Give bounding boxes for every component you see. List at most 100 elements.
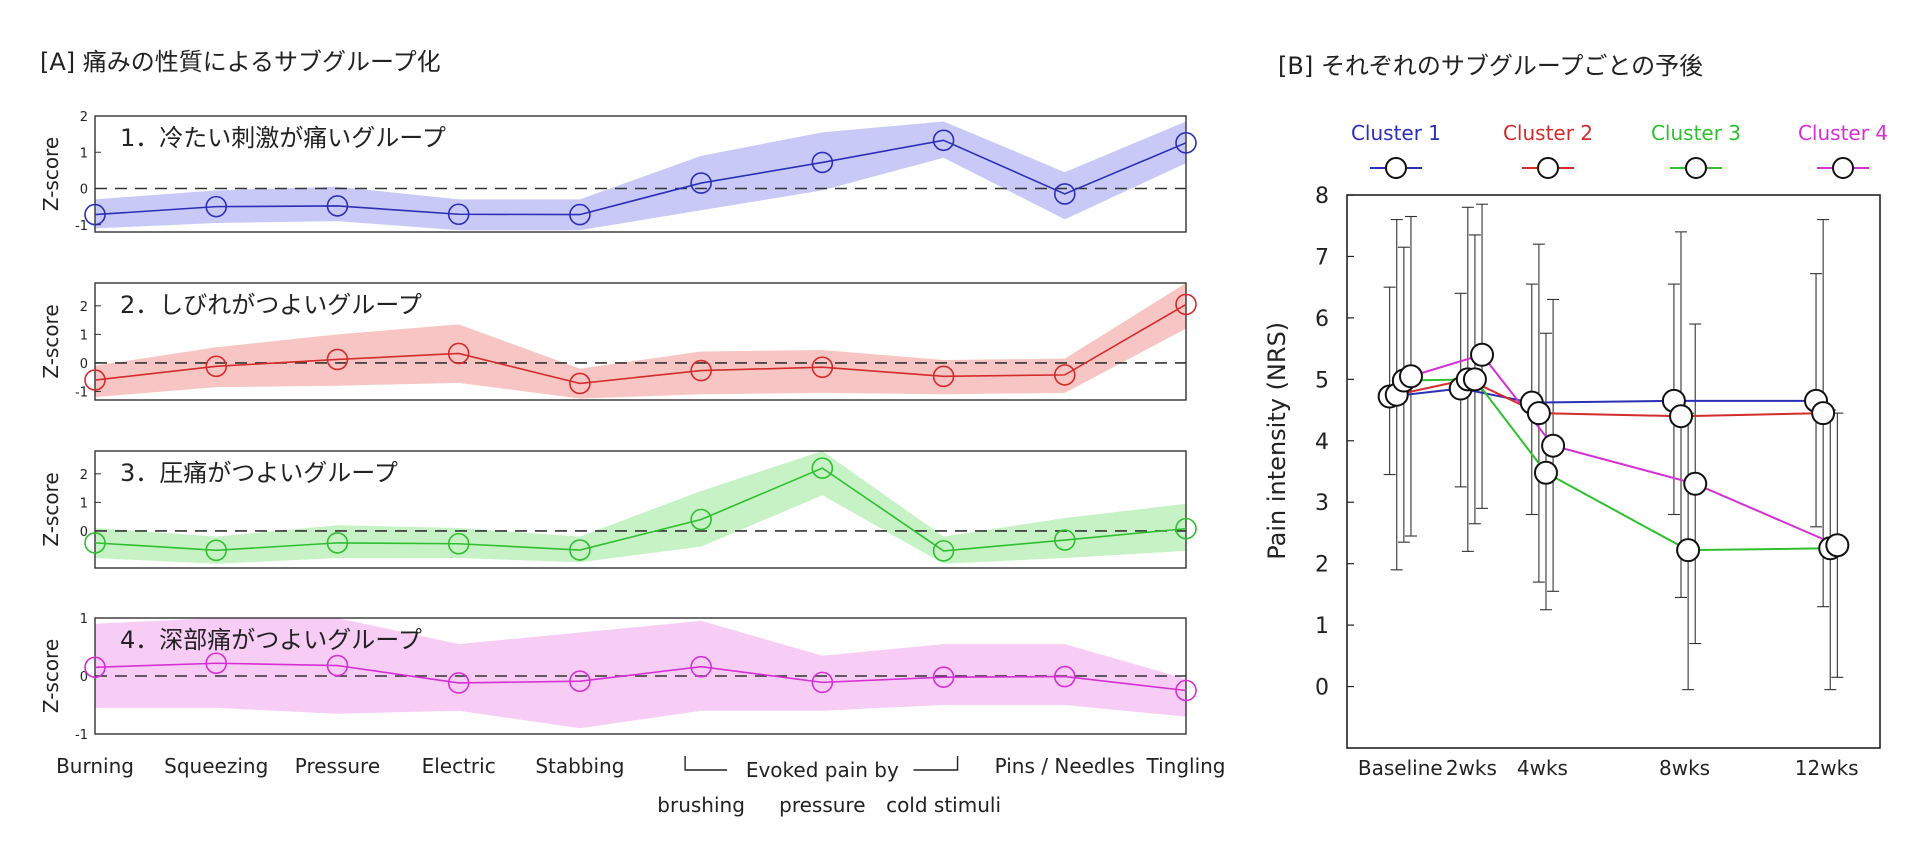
y-tick-label: 2: [80, 468, 88, 483]
x-tick-label: Tingling: [1145, 754, 1225, 778]
data-point: [1541, 433, 1566, 458]
subplot-1: 2 1 0 -1 Z-score 1．冷たい刺激が痛いグループ: [39, 110, 1197, 234]
y-tick-label: 1: [80, 612, 88, 627]
panel-b-title: [B] それぞれのサブグループごとの予後: [1278, 52, 1703, 80]
data-point: [569, 670, 591, 693]
y-axis-label: Z-score: [39, 304, 63, 378]
data-point: [1811, 401, 1836, 426]
data-point: [1669, 404, 1694, 429]
y-tick-label: 7: [1315, 245, 1329, 270]
category-group-label: Evoked pain by: [746, 758, 899, 782]
subplot-frame: [94, 282, 1187, 401]
x-tick-label: 8wks: [1659, 756, 1710, 780]
plot-frame: [1346, 194, 1881, 749]
y-tick-label: 1: [80, 328, 88, 343]
subplot-4: 1 0 -1 Z-score 4．深部痛がつよいグループ: [39, 612, 1197, 743]
y-tick-label: 0: [80, 525, 88, 540]
confidence-band: [95, 451, 1186, 564]
x-tick-label: Pins / Needles: [995, 754, 1135, 778]
legend-label: Cluster 1: [1351, 121, 1441, 145]
legend-item-1: Cluster 1: [1351, 121, 1441, 179]
legend-label: Cluster 2: [1503, 121, 1593, 145]
y-tick-label: 1: [80, 146, 88, 161]
error-bars-4: [1404, 203, 1844, 678]
legend-label: Cluster 3: [1651, 121, 1741, 145]
data-point: [447, 342, 470, 365]
x-tick-label: cold stimuli: [886, 793, 1001, 817]
data-point: [932, 666, 955, 688]
y-tick-label: 3: [1315, 491, 1329, 516]
y-tick-label: 2: [1315, 553, 1329, 578]
data-point: [932, 129, 955, 152]
x-tick-label: 2wks: [1446, 756, 1497, 780]
y-tick-label: 5: [1315, 368, 1329, 393]
data-point: [1053, 183, 1076, 205]
data-point: [932, 540, 955, 562]
data-point: [447, 203, 470, 226]
data-point: [569, 539, 591, 561]
legend-item-3: Cluster 3: [1651, 121, 1741, 179]
data-point: [1462, 367, 1487, 392]
panel-a-title: [A] 痛みの性質によるサブグループ化: [40, 48, 441, 76]
y-tick-label: -1: [75, 728, 88, 743]
series-line: [94, 467, 1187, 552]
x-tick-label: Squeezing: [164, 754, 268, 778]
y-axis-label: Z-score: [39, 472, 63, 546]
legend-marker: [1385, 157, 1407, 179]
data-point: [447, 532, 470, 555]
data-point: [690, 655, 712, 678]
data-point: [84, 532, 106, 554]
data-point: [84, 203, 106, 226]
data-point: [1470, 342, 1495, 367]
data-point: [690, 359, 712, 382]
x-tick-label: 12wks: [1795, 756, 1859, 780]
subplot-frame: [94, 450, 1187, 569]
confidence-band: [95, 618, 1186, 729]
y-axis-label: Pain intensity (NRS): [1263, 322, 1291, 560]
data-point: [205, 652, 228, 675]
data-point: [1053, 665, 1076, 688]
legend-item-2: Cluster 2: [1503, 121, 1593, 179]
legend-marker: [1832, 157, 1854, 179]
data-point: [569, 203, 591, 226]
data-point: [811, 356, 834, 378]
data-point: [447, 672, 470, 694]
subplot-title: 2．しびれがつよいグループ: [120, 291, 422, 319]
x-tick-label: Stabbing: [535, 754, 624, 778]
error-bars-2: [1390, 206, 1830, 608]
data-point: [690, 508, 712, 531]
data-point: [1175, 293, 1197, 316]
data-point: [1053, 529, 1076, 551]
y-tick-label: 2: [80, 110, 88, 125]
data-point: [1676, 538, 1701, 563]
x-tick-label: Pressure: [295, 754, 380, 778]
group-bracket-right: [913, 756, 959, 771]
data-point: [1175, 679, 1197, 702]
data-point: [205, 355, 228, 378]
legend-marker: [1685, 157, 1707, 179]
data-point: [205, 539, 228, 562]
x-tick-label: Electric: [422, 754, 496, 778]
y-tick-label: 8: [1315, 184, 1329, 209]
panel-a-chart: 2 1 0 -1 Z-score 1．冷たい刺激が痛いグループ 2 1 0 -1 Z-score 2．…: [39, 110, 1226, 817]
data-point: [932, 365, 955, 388]
y-tick-label: 2: [80, 300, 88, 315]
data-point: [1533, 460, 1558, 485]
data-point: [811, 457, 834, 479]
data-point: [326, 348, 349, 371]
y-tick-label: 0: [80, 357, 88, 372]
x-tick-label: pressure: [779, 793, 865, 817]
x-tick-label: Baseline: [1358, 756, 1443, 780]
data-point: [1175, 132, 1197, 154]
data-point: [1175, 517, 1197, 540]
confidence-band: [95, 283, 1186, 399]
data-point: [569, 372, 591, 395]
group-bracket-left: [684, 756, 728, 771]
x-tick-label: Burning: [56, 754, 134, 778]
data-point: [811, 151, 834, 174]
subplot-2: 2 1 0 -1 Z-score 2．しびれがつよいグループ: [39, 282, 1197, 401]
subplot-title: 1．冷たい刺激が痛いグループ: [120, 124, 446, 152]
data-point: [84, 369, 106, 391]
y-axis-label: Z-score: [39, 137, 63, 211]
data-point: [1053, 364, 1076, 386]
